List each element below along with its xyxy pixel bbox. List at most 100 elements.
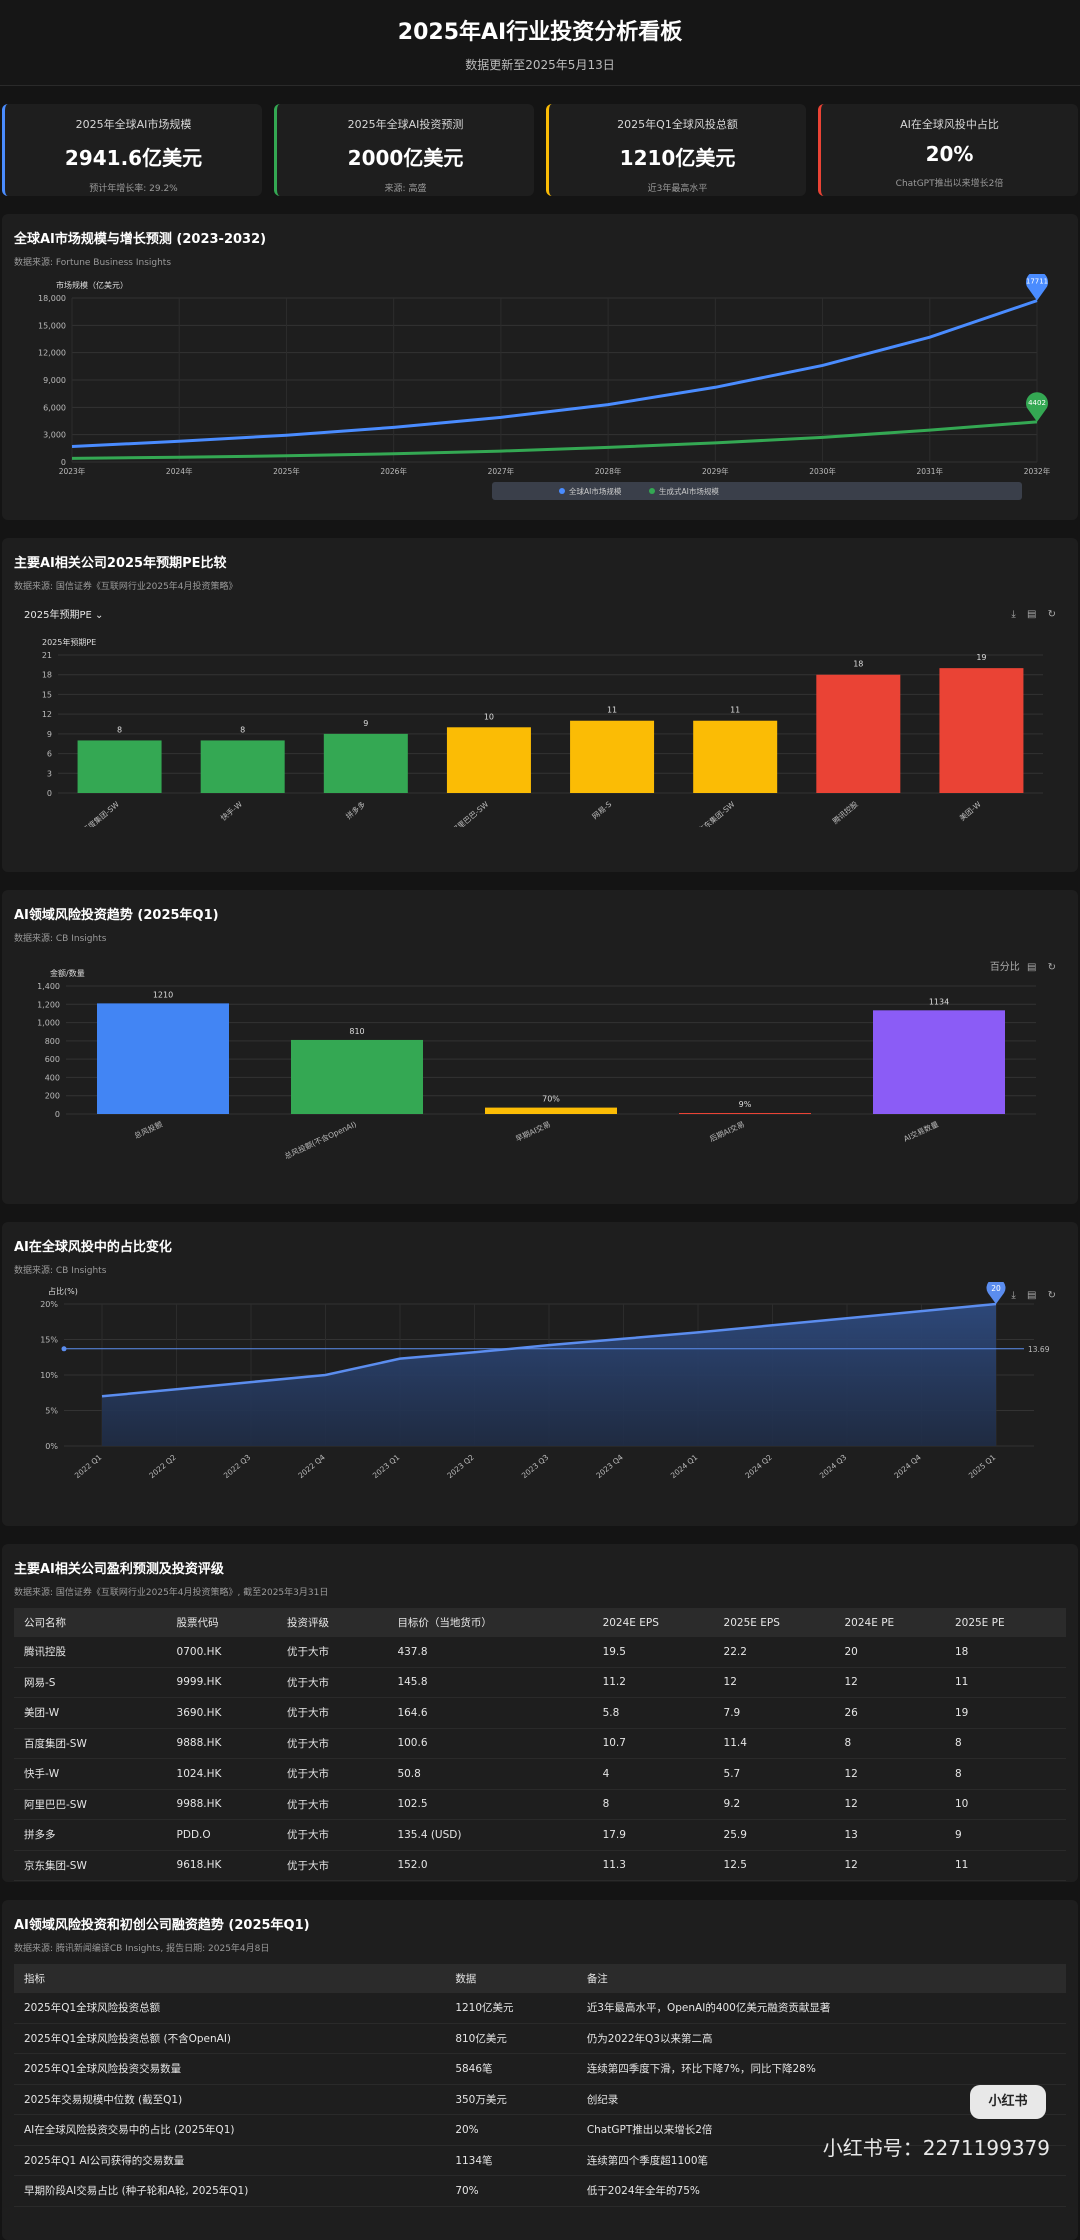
column-header: 股票代码 xyxy=(167,1608,277,1637)
y-tick-label: 15 xyxy=(42,690,52,699)
table-cell: 12 xyxy=(835,1789,945,1820)
table-cell: 145.8 xyxy=(387,1667,592,1698)
table-cell: 20% xyxy=(445,2115,577,2146)
column-header: 数据 xyxy=(445,1964,577,1993)
x-tick-label: 2030年 xyxy=(809,466,836,476)
update-date: 数据更新至2025年5月13日 xyxy=(0,56,1080,73)
max-marker-label: 20 xyxy=(991,1284,1001,1293)
table-cell: 18 xyxy=(945,1637,1066,1667)
x-tick-label: 2024 Q2 xyxy=(743,1452,774,1480)
kpi-title: 2025年全球AI市场规模 xyxy=(5,116,262,132)
y-tick-label: 15% xyxy=(40,1336,58,1345)
panel-title: 全球AI市场规模与增长预测 (2023-2032) xyxy=(14,228,1066,247)
y-axis-label: 占比(%) xyxy=(48,1286,78,1296)
table-cell: 早期阶段AI交易占比 (种子轮和A轮, 2025年Q1) xyxy=(14,2176,445,2207)
x-tick-label: 2024 Q4 xyxy=(892,1452,923,1480)
chart-toolbox[interactable]: 百分比 ▤ ↻ xyxy=(990,958,1060,973)
table-cell: 优于大市 xyxy=(277,1759,387,1790)
column-header: 2024E PE xyxy=(835,1608,945,1637)
table-cell: 17.9 xyxy=(593,1820,714,1851)
x-tick-label: 2022 Q1 xyxy=(73,1452,104,1480)
pe-bar xyxy=(693,721,777,793)
table-cell: 优于大市 xyxy=(277,1637,387,1667)
bar-value-label: 11 xyxy=(730,706,740,715)
table-cell: 350万美元 xyxy=(445,2084,577,2115)
x-tick-label: 2023 Q3 xyxy=(520,1452,551,1480)
vc-bar xyxy=(485,1108,617,1114)
kpi-title: 2025年Q1全球风投总额 xyxy=(549,116,806,132)
y-tick-label: 200 xyxy=(45,1092,60,1101)
table-cell: 11 xyxy=(945,1850,1066,1881)
x-tick-label: 2022 Q2 xyxy=(147,1452,178,1480)
x-tick-label: 2032年 xyxy=(1024,466,1051,476)
table-cell: 京东集团-SW xyxy=(14,1850,167,1881)
table-cell: 百度集团-SW xyxy=(14,1728,167,1759)
x-tick-label: 腾讯控股 xyxy=(830,799,860,826)
page-title: 2025年AI行业投资分析看板 xyxy=(0,14,1080,46)
column-header: 2025E PE xyxy=(945,1608,1066,1637)
x-tick-label: 2028年 xyxy=(595,466,622,476)
bar-value-label: 9% xyxy=(739,1100,752,1109)
kpi-value: 20% xyxy=(821,142,1078,166)
x-tick-label: 网易-S xyxy=(590,799,613,820)
kpi-note: 来源: 高盛 xyxy=(277,181,534,194)
table-cell: 9 xyxy=(945,1820,1066,1851)
x-tick-label: 2029年 xyxy=(702,466,729,476)
y-tick-label: 6 xyxy=(47,750,52,759)
panel-title: AI领域风险投资趋势 (2025年Q1) xyxy=(14,904,1066,923)
y-tick-label: 0 xyxy=(47,789,52,798)
series-line xyxy=(72,301,1037,447)
table-cell: 12.5 xyxy=(714,1850,835,1881)
table-cell: 12 xyxy=(835,1759,945,1790)
column-header: 指标 xyxy=(14,1964,445,1993)
bar-value-label: 11 xyxy=(607,706,617,715)
percent-toggle[interactable]: 百分比 xyxy=(990,962,1020,973)
ai-share-panel: AI在全球风投中的占比变化 数据来源: CB Insights 0%5%10%1… xyxy=(2,1222,1078,1526)
panel-source: 数据来源: 国信证券《互联网行业2025年4月投资策略》, 截至2025年3月3… xyxy=(14,1585,1066,1598)
legend-label: 生成式AI市场规模 xyxy=(659,486,719,496)
vc-bar xyxy=(679,1113,811,1114)
table-cell: 网易-S xyxy=(14,1667,167,1698)
chart-toolbox[interactable]: ⤓ ▤ ↻ xyxy=(1011,609,1060,620)
table-cell: 9988.HK xyxy=(167,1789,277,1820)
table-cell: 快手-W xyxy=(14,1759,167,1790)
table-cell: 26 xyxy=(835,1698,945,1729)
y-tick-label: 0% xyxy=(45,1442,58,1451)
bar-value-label: 810 xyxy=(349,1027,364,1036)
kpi-row: 2025年全球AI市场规模 2941.6亿美元 预计年增长率: 29.2% 20… xyxy=(2,86,1078,196)
metric-dropdown[interactable]: 2025年预期PE ⌄ xyxy=(24,606,1066,621)
kpi-card-ai-share: AI在全球风投中占比 20% ChatGPT推出以来增长2倍 xyxy=(818,104,1078,196)
table-cell: 11.2 xyxy=(593,1667,714,1698)
legend-swatch xyxy=(559,488,565,494)
bar-value-label: 8 xyxy=(117,725,122,734)
bar-value-label: 1210 xyxy=(153,990,173,999)
table-cell: 7.9 xyxy=(714,1698,835,1729)
y-tick-label: 400 xyxy=(45,1073,60,1082)
table-cell: 0700.HK xyxy=(167,1637,277,1667)
table-cell: 9888.HK xyxy=(167,1728,277,1759)
vc-bar xyxy=(291,1040,423,1114)
watermark-text: 小红书号：2271199379 xyxy=(823,2132,1050,2161)
table-header-row: 指标数据备注 xyxy=(14,1964,1066,1993)
column-header: 公司名称 xyxy=(14,1608,167,1637)
table-cell: 20 xyxy=(835,1637,945,1667)
y-tick-label: 21 xyxy=(42,651,52,660)
x-tick-label: 总风投额(不含OpenAI) xyxy=(283,1119,358,1161)
chevron-down-icon: ⌄ xyxy=(95,610,103,621)
y-axis-label: 2025年预期PE xyxy=(42,637,96,647)
kpi-title: 2025年全球AI投资预测 xyxy=(277,116,534,132)
column-header: 投资评级 xyxy=(277,1608,387,1637)
table-cell: 仍为2022年Q3以来第二高 xyxy=(577,2023,1066,2054)
column-header: 2025E EPS xyxy=(714,1608,835,1637)
table-cell: 10 xyxy=(945,1789,1066,1820)
chart-toolbox[interactable]: ⤓ ▤ ↻ xyxy=(1011,1290,1060,1301)
panel-source: 数据来源: CB Insights xyxy=(14,1263,1066,1276)
